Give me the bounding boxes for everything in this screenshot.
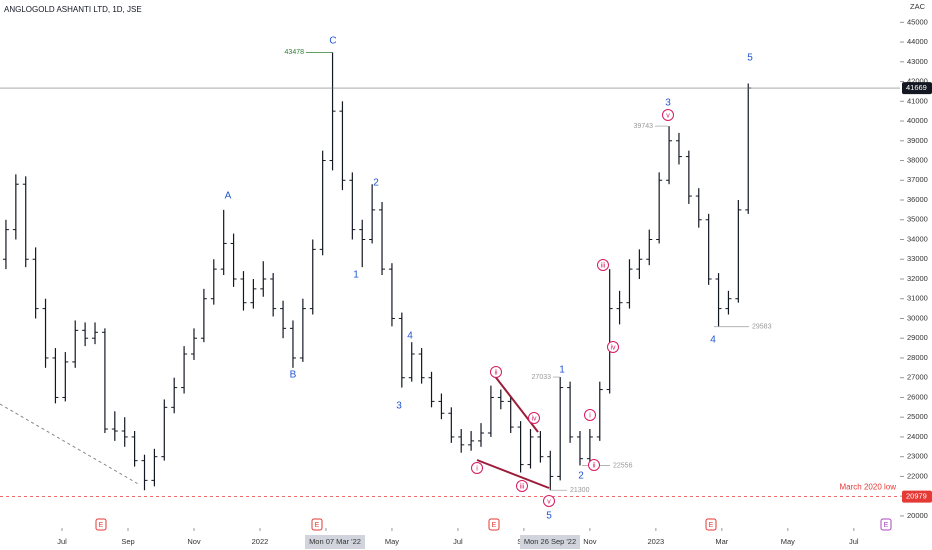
x-tick-label: Mar bbox=[715, 537, 728, 546]
y-tick-label: 29000 bbox=[907, 333, 928, 342]
trend-line bbox=[0, 403, 141, 486]
circled-label: v bbox=[547, 498, 551, 505]
y-tick-label: 34000 bbox=[907, 234, 928, 243]
reference-label: March 2020 low bbox=[840, 483, 897, 492]
event-label: E bbox=[492, 522, 497, 529]
wave-circle bbox=[528, 412, 540, 424]
y-tick-label: 27000 bbox=[907, 373, 928, 382]
x-tick-label: Jul bbox=[849, 537, 859, 546]
wave-label: 5 bbox=[546, 511, 552, 522]
y-tick-label: 43000 bbox=[907, 57, 928, 66]
y-tick-label: 25000 bbox=[907, 412, 928, 421]
circled-label: iii bbox=[520, 483, 525, 490]
y-tick-label: 35000 bbox=[907, 215, 928, 224]
y-tick-label: 45000 bbox=[907, 17, 928, 26]
wave-circle bbox=[471, 462, 483, 474]
y-tick-label: 24000 bbox=[907, 432, 928, 441]
price-label: 22556 bbox=[613, 462, 633, 469]
crosshair-box bbox=[520, 535, 580, 549]
event-label: E bbox=[709, 522, 714, 529]
event-icon bbox=[705, 518, 717, 531]
event-icon bbox=[95, 518, 107, 531]
y-tick-label: 37000 bbox=[907, 175, 928, 184]
event-icon bbox=[880, 518, 892, 531]
event-label: E bbox=[315, 522, 320, 529]
wedge-line bbox=[476, 459, 550, 489]
y-tick-label: 23000 bbox=[907, 452, 928, 461]
y-tick-label: 22000 bbox=[907, 471, 928, 480]
wave-label: 4 bbox=[407, 331, 413, 342]
currency: ZAC bbox=[910, 2, 926, 11]
circled-label: iii bbox=[601, 262, 606, 269]
circled-label: ii bbox=[592, 462, 596, 469]
circled-label: ii bbox=[494, 369, 498, 376]
x-tick-label: May bbox=[781, 537, 795, 546]
x-tick-label: Jul bbox=[453, 537, 463, 546]
wave-circle bbox=[607, 341, 619, 353]
wave-label: 3 bbox=[396, 401, 402, 412]
crosshair-label: Mon 07 Mar '22 bbox=[309, 537, 361, 546]
x-tick-label: 2023 bbox=[648, 537, 665, 546]
y-tick-label: 39000 bbox=[907, 136, 928, 145]
event-label: E bbox=[99, 522, 104, 529]
event-icon bbox=[488, 518, 500, 531]
chart-title: ANGLOGOLD ASHANTI LTD, 1D, JSE bbox=[4, 5, 142, 14]
price-label: 43478 bbox=[285, 49, 305, 56]
y-tick-label: 38000 bbox=[907, 156, 928, 165]
y-tick-label: 33000 bbox=[907, 254, 928, 263]
wave-circle bbox=[584, 409, 596, 421]
y-tick-label: 36000 bbox=[907, 195, 928, 204]
x-tick-label: Nov bbox=[583, 537, 597, 546]
wave-label: 3 bbox=[665, 98, 671, 109]
wave-label: B bbox=[290, 370, 297, 381]
crosshair-label: Mon 26 Sep '22 bbox=[524, 537, 576, 546]
last-price-label: 41669 bbox=[906, 83, 927, 92]
price-label: 39743 bbox=[634, 123, 654, 130]
price-label: 21300 bbox=[570, 487, 590, 494]
last-price-box bbox=[902, 82, 932, 95]
circled-label: i bbox=[476, 465, 478, 472]
wave-circle bbox=[588, 459, 600, 471]
event-icon bbox=[311, 518, 323, 531]
wave-label: 1 bbox=[353, 270, 359, 281]
y-tick-label: 41000 bbox=[907, 96, 928, 105]
x-tick-label: 2022 bbox=[252, 537, 269, 546]
x-tick-label: May bbox=[385, 537, 399, 546]
wave-label: 2 bbox=[373, 178, 379, 189]
reference-box bbox=[902, 490, 932, 503]
y-tick-label: 20000 bbox=[907, 511, 928, 520]
event-label: E bbox=[884, 522, 889, 529]
circled-label: i bbox=[589, 412, 591, 419]
price-label: 29583 bbox=[752, 324, 772, 331]
y-tick-label: 31000 bbox=[907, 294, 928, 303]
wave-label: 4 bbox=[710, 335, 716, 346]
wave-circle bbox=[516, 480, 528, 492]
x-tick-label: Nov bbox=[187, 537, 201, 546]
y-tick-label: 42000 bbox=[907, 77, 928, 86]
wave-label: 2 bbox=[578, 471, 584, 482]
price-label: 27033 bbox=[532, 374, 552, 381]
y-tick-label: 26000 bbox=[907, 392, 928, 401]
wave-circle bbox=[597, 259, 609, 271]
wave-label: C bbox=[329, 36, 336, 47]
x-tick-label: Jul bbox=[57, 537, 67, 546]
circled-label: iv bbox=[610, 344, 616, 351]
circled-label: v bbox=[666, 112, 670, 119]
wave-circle bbox=[662, 109, 674, 121]
circled-label: iv bbox=[531, 415, 537, 422]
wave-label: 1 bbox=[559, 365, 565, 376]
crosshair-box bbox=[305, 535, 365, 549]
y-tick-label: 30000 bbox=[907, 313, 928, 322]
y-tick-label: 40000 bbox=[907, 116, 928, 125]
y-tick-label: 44000 bbox=[907, 37, 928, 46]
wave-circle bbox=[543, 495, 555, 507]
y-tick-label: 32000 bbox=[907, 274, 928, 283]
x-tick-label: Sep bbox=[121, 537, 134, 546]
y-tick-label: 28000 bbox=[907, 353, 928, 362]
wave-label: A bbox=[225, 191, 232, 202]
wave-circle bbox=[490, 366, 502, 378]
wave-label: 5 bbox=[747, 53, 753, 64]
reference-value: 20979 bbox=[906, 492, 927, 501]
